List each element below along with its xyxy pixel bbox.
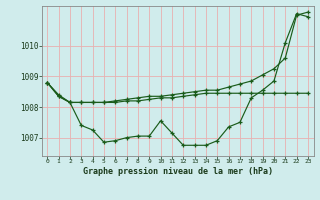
X-axis label: Graphe pression niveau de la mer (hPa): Graphe pression niveau de la mer (hPa) bbox=[83, 167, 273, 176]
